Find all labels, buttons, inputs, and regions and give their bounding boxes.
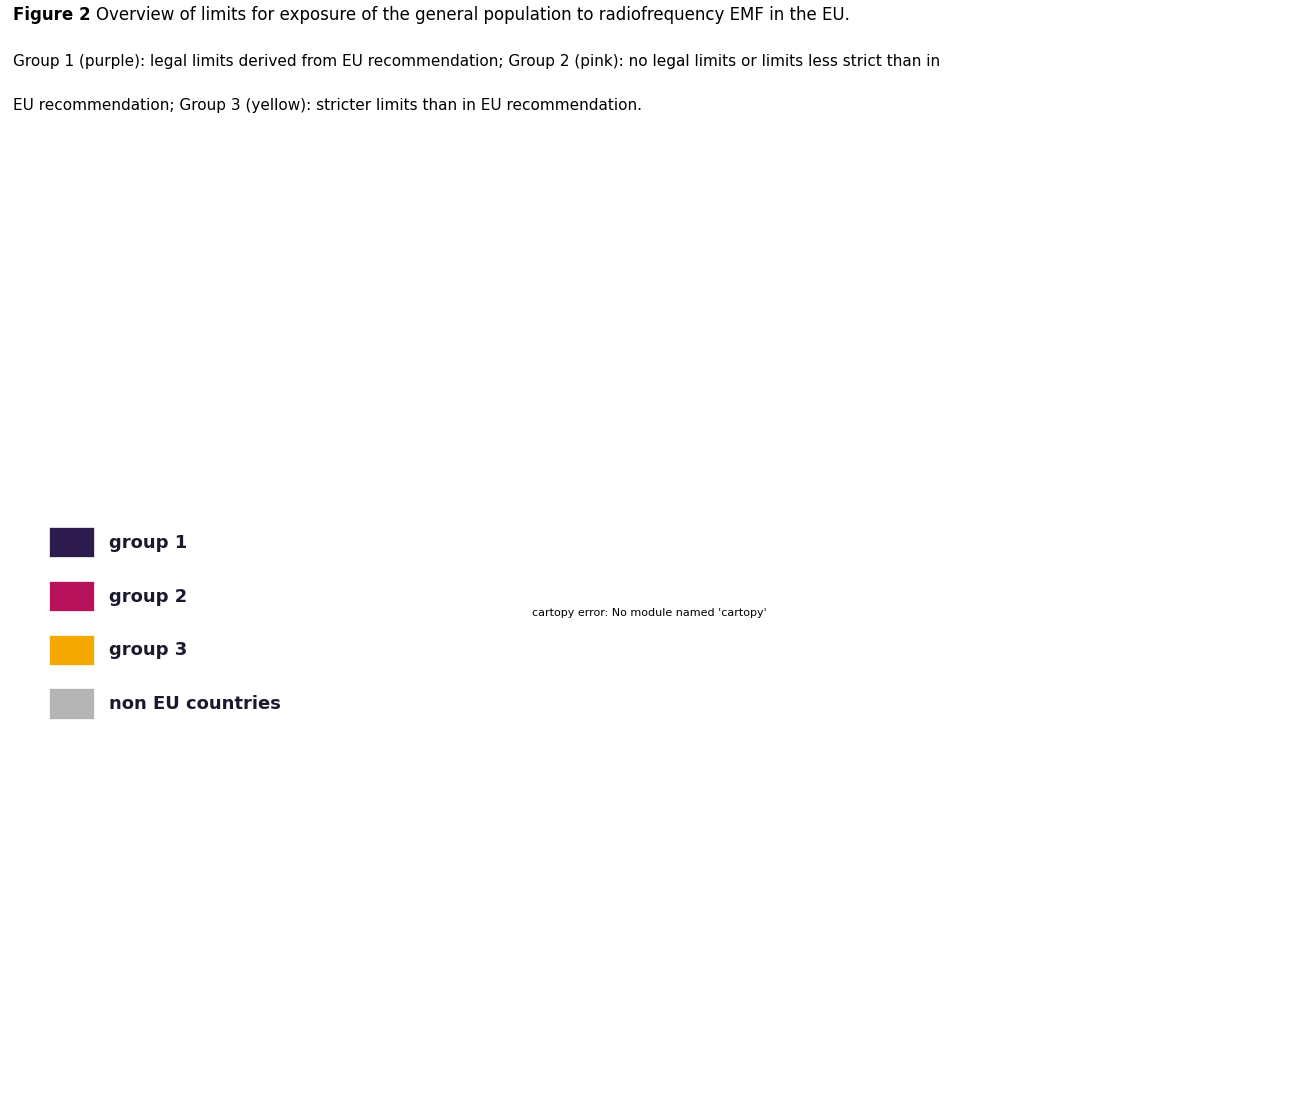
Text: EU recommendation; Group 3 (yellow): stricter limits than in EU recommendation.: EU recommendation; Group 3 (yellow): str… <box>13 98 642 113</box>
Text: cartopy error: No module named 'cartopy': cartopy error: No module named 'cartopy' <box>533 608 766 618</box>
Text: Overview of limits for exposure of the general population to radiofrequency EMF : Overview of limits for exposure of the g… <box>96 6 850 23</box>
Text: Group 1 (purple): legal limits derived from EU recommendation; Group 2 (pink): n: Group 1 (purple): legal limits derived f… <box>13 54 940 69</box>
Legend: group 1, group 2, group 3, non EU countries: group 1, group 2, group 3, non EU countr… <box>22 500 308 745</box>
Text: Figure 2: Figure 2 <box>13 6 91 23</box>
